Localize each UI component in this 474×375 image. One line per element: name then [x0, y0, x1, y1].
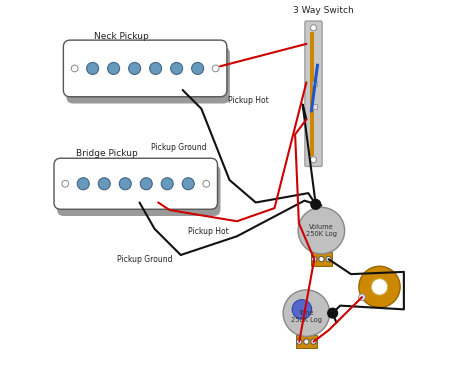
Text: Pickup Ground: Pickup Ground [117, 255, 173, 264]
Text: Pickup Hot: Pickup Hot [228, 96, 268, 105]
Bar [312, 104, 317, 110]
Bar [312, 81, 317, 86]
FancyBboxPatch shape [305, 21, 322, 166]
Circle shape [319, 256, 324, 262]
Text: Bridge Pickup: Bridge Pickup [76, 148, 137, 158]
Circle shape [359, 294, 365, 301]
Circle shape [311, 256, 317, 262]
Circle shape [62, 180, 69, 187]
Circle shape [310, 157, 317, 163]
Circle shape [108, 62, 119, 74]
Circle shape [328, 308, 337, 318]
Circle shape [71, 65, 78, 72]
Text: Tone
250K Log: Tone 250K Log [291, 310, 322, 322]
Text: 3 Way Switch: 3 Way Switch [293, 6, 354, 15]
Circle shape [150, 62, 162, 74]
Circle shape [128, 62, 141, 74]
Circle shape [326, 256, 331, 262]
Circle shape [371, 279, 388, 295]
Circle shape [298, 207, 345, 254]
Circle shape [182, 178, 194, 190]
Bar [310, 32, 313, 156]
Circle shape [98, 178, 110, 190]
Circle shape [119, 178, 131, 190]
FancyBboxPatch shape [64, 40, 227, 97]
Circle shape [203, 180, 210, 187]
Bar [296, 335, 317, 348]
Text: Neck Pickup: Neck Pickup [94, 32, 149, 41]
Circle shape [191, 62, 204, 74]
Circle shape [87, 62, 99, 74]
Circle shape [304, 339, 309, 344]
Bar [311, 252, 332, 266]
Circle shape [297, 339, 302, 344]
Text: Volume
250K Log: Volume 250K Log [306, 224, 337, 237]
Circle shape [283, 290, 329, 336]
Circle shape [359, 266, 400, 308]
FancyBboxPatch shape [57, 165, 220, 216]
FancyBboxPatch shape [54, 158, 218, 209]
Text: Pickup Ground: Pickup Ground [151, 143, 206, 152]
Circle shape [171, 62, 182, 74]
Circle shape [292, 300, 311, 319]
Circle shape [140, 178, 152, 190]
Circle shape [311, 339, 316, 344]
Circle shape [161, 178, 173, 190]
Circle shape [310, 25, 317, 31]
Circle shape [212, 65, 219, 72]
Circle shape [311, 200, 320, 209]
FancyBboxPatch shape [66, 47, 230, 104]
Circle shape [77, 178, 89, 190]
Text: Pickup Hot: Pickup Hot [188, 227, 229, 236]
